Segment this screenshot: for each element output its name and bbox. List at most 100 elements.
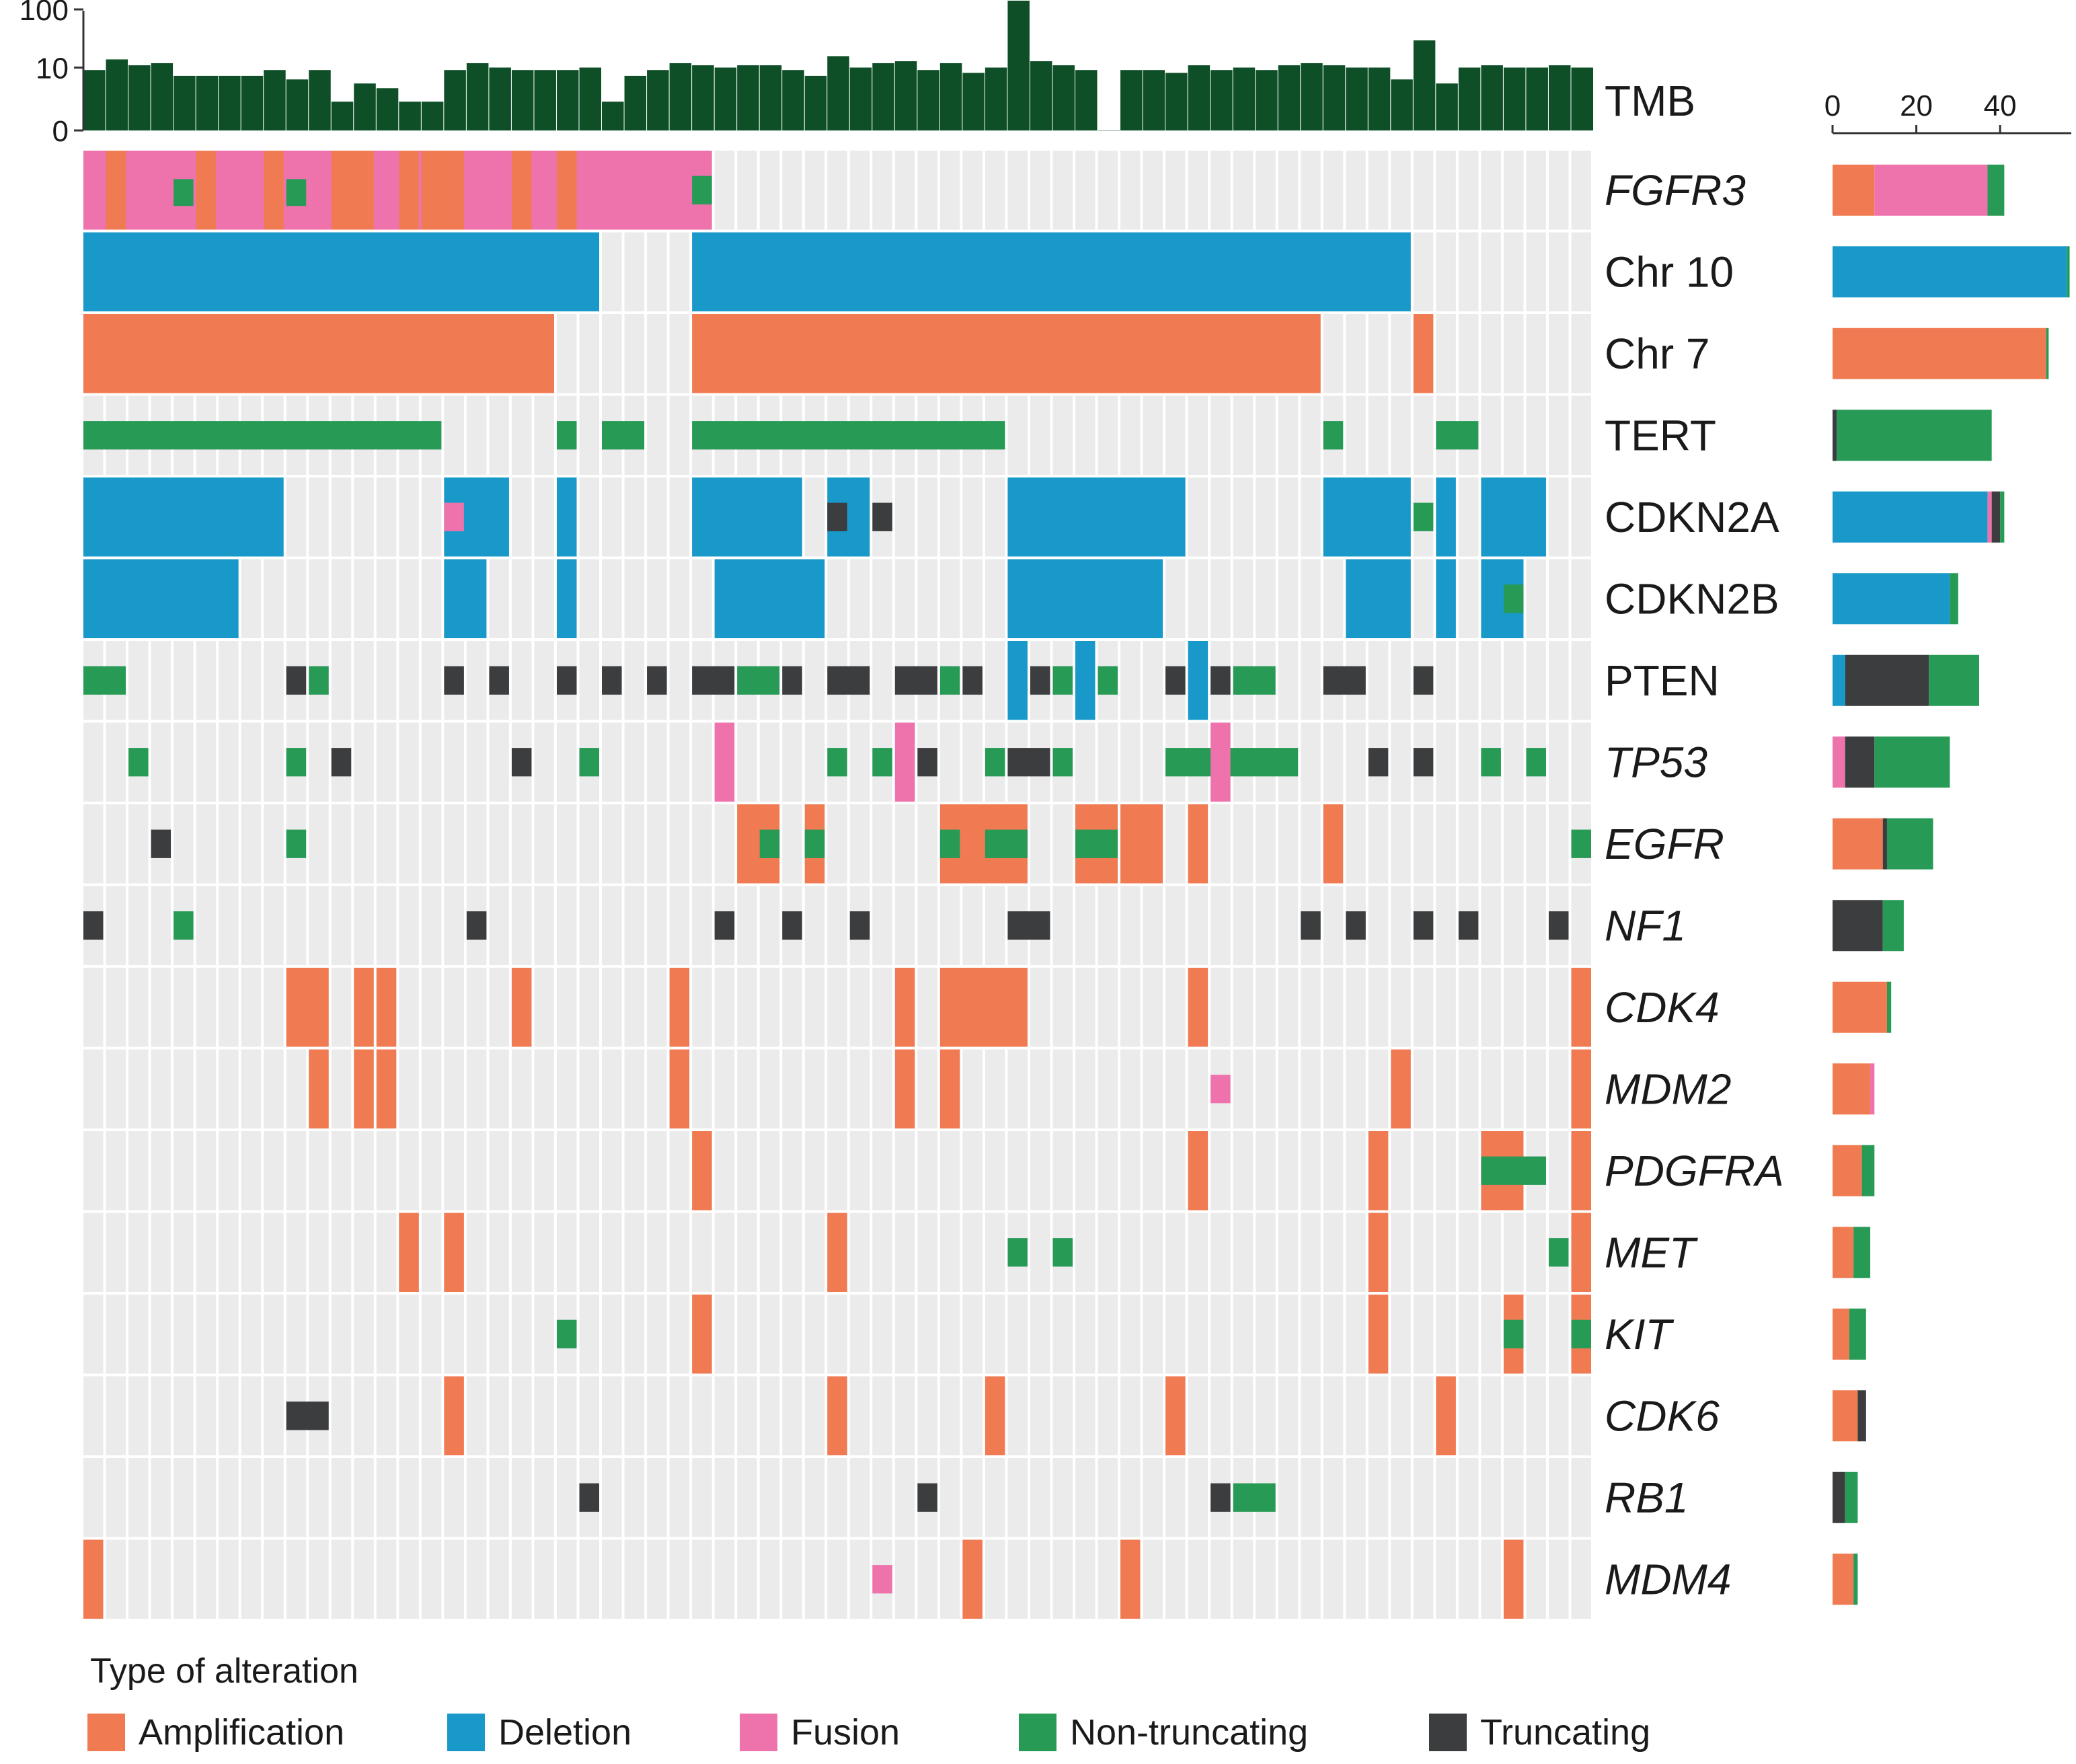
grid-cell xyxy=(1120,1376,1141,1455)
tmb-bar xyxy=(1075,70,1098,130)
grid-cell xyxy=(1571,232,1591,311)
grid-cell xyxy=(489,1213,509,1292)
alteration-truncating xyxy=(151,829,171,858)
grid-cell xyxy=(669,559,690,638)
grid-cell xyxy=(399,559,419,638)
grid-cell xyxy=(1548,1376,1569,1455)
alteration-deletion xyxy=(1188,641,1208,720)
grid-cell xyxy=(1548,151,1569,230)
gene-label-rb1: RB1 xyxy=(1605,1473,1689,1522)
grid-cell xyxy=(737,1376,757,1455)
grid-cell xyxy=(1210,1213,1231,1292)
row-chr-7 xyxy=(83,314,1591,393)
freq-bar-chr-7-amplification xyxy=(1833,328,2046,379)
grid-cell xyxy=(849,722,870,802)
tmb-bar xyxy=(331,102,354,130)
grid-cell xyxy=(759,886,780,965)
grid-cell xyxy=(1256,151,1276,230)
row-tp53 xyxy=(83,722,1591,802)
grid-cell xyxy=(1098,1539,1118,1619)
grid-cell xyxy=(782,1131,802,1211)
grid-cell xyxy=(602,1049,622,1128)
grid-cell xyxy=(939,722,960,802)
grid-cell xyxy=(647,1213,667,1292)
freq-bar-kit-nontruncating xyxy=(1849,1308,1866,1360)
grid-cell xyxy=(128,1049,149,1128)
grid-cell xyxy=(647,804,667,884)
grid-cell xyxy=(399,804,419,884)
tmb-bar xyxy=(872,63,894,130)
tmb-bar xyxy=(894,61,917,130)
tmb-bar xyxy=(106,59,128,130)
grid-cell xyxy=(985,1049,1005,1128)
grid-cell xyxy=(1120,395,1141,475)
grid-cell xyxy=(1278,968,1299,1047)
grid-cell xyxy=(1503,1376,1524,1455)
tmb-bar xyxy=(647,70,669,130)
freq-bar-cdkn2a-fusion xyxy=(1987,491,1992,543)
grid-cell xyxy=(241,804,262,884)
grid-cell xyxy=(1481,151,1501,230)
grid-cell xyxy=(962,1376,983,1455)
grid-cell xyxy=(1458,722,1479,802)
alteration-fusion xyxy=(1210,722,1231,802)
alteration-nontruncating xyxy=(1233,1483,1276,1512)
freq-bar-mdm4-nontruncating xyxy=(1853,1554,1858,1605)
grid-cell xyxy=(1526,968,1546,1047)
gene-label-cdk4: CDK4 xyxy=(1605,983,1720,1032)
grid-cell xyxy=(1503,314,1524,393)
grid-cell xyxy=(647,1295,667,1374)
grid-cell xyxy=(647,1376,667,1455)
alteration-deletion xyxy=(692,477,802,557)
grid-cell xyxy=(1526,1539,1546,1619)
alteration-truncating xyxy=(1346,911,1366,940)
grid-cell xyxy=(1052,151,1073,230)
grid-cell xyxy=(151,1458,171,1537)
grid-cell xyxy=(556,1539,577,1619)
grid-cell xyxy=(1481,1049,1501,1128)
alteration-truncating xyxy=(1007,748,1050,777)
grid-cell xyxy=(894,886,915,965)
grid-cell xyxy=(917,1049,937,1128)
alteration-nontruncating xyxy=(692,176,712,204)
grid-cell xyxy=(1256,1376,1276,1455)
grid-cell xyxy=(579,968,600,1047)
tmb-bar xyxy=(985,67,1007,130)
tmb-bar xyxy=(489,67,511,130)
grid-cell xyxy=(1413,1539,1434,1619)
grid-cell xyxy=(1210,1539,1231,1619)
grid-cell xyxy=(83,1131,104,1211)
grid-cell xyxy=(489,1376,509,1455)
alteration-amplification xyxy=(1188,804,1208,884)
grid-cell xyxy=(1188,1458,1208,1537)
grid-cell xyxy=(1458,477,1479,557)
grid-cell xyxy=(1368,395,1389,475)
alteration-truncating xyxy=(1548,911,1569,940)
alteration-truncating xyxy=(1413,666,1434,695)
grid-cell xyxy=(872,1458,892,1537)
tmb-bar xyxy=(624,75,647,130)
grid-cell xyxy=(1503,1049,1524,1128)
tmb-bar xyxy=(1571,67,1593,130)
grid-cell xyxy=(354,641,374,720)
grid-cell xyxy=(579,1295,600,1374)
grid-cell xyxy=(827,886,847,965)
grid-cell xyxy=(669,1458,690,1537)
grid-cell xyxy=(196,886,217,965)
grid-cell xyxy=(556,1049,577,1128)
grid-cell xyxy=(692,722,712,802)
grid-cell xyxy=(128,1376,149,1455)
alteration-deletion xyxy=(714,559,825,638)
grid-cell xyxy=(1098,1376,1118,1455)
grid-cell xyxy=(1075,1213,1095,1292)
grid-cell xyxy=(1346,968,1366,1047)
freq-bar-tp53-fusion xyxy=(1833,736,1845,788)
grid-cell xyxy=(264,1458,284,1537)
grid-cell xyxy=(849,1458,870,1537)
alteration-amplification xyxy=(444,1213,464,1292)
alteration-nontruncating xyxy=(1007,1238,1028,1267)
grid-cell xyxy=(1098,1049,1118,1128)
grid-cell xyxy=(1301,804,1321,884)
grid-cell xyxy=(241,1049,262,1128)
grid-cell xyxy=(1368,1458,1389,1537)
